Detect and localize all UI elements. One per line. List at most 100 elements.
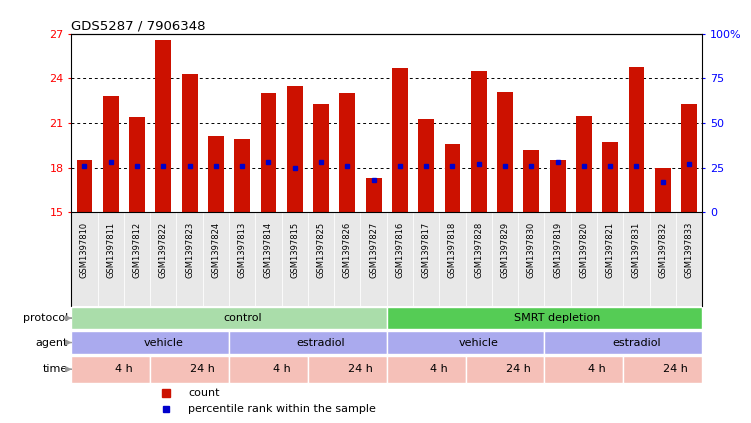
Bar (282, 212, 308, 306)
Text: GSM1397833: GSM1397833 (685, 222, 693, 278)
Bar (208, 136, 224, 212)
Bar (576, 115, 592, 212)
Text: GSM1397824: GSM1397824 (212, 222, 220, 277)
Text: 24 h: 24 h (348, 364, 373, 374)
Bar (71, 307, 387, 330)
Text: GSM1397832: GSM1397832 (659, 222, 667, 278)
Text: GSM1397829: GSM1397829 (501, 222, 509, 277)
Bar (124, 212, 150, 306)
Bar (71, 331, 229, 354)
Bar (544, 356, 623, 383)
Text: 24 h: 24 h (190, 364, 216, 374)
Text: 24 h: 24 h (663, 364, 689, 374)
Bar (360, 212, 387, 306)
Bar (234, 139, 250, 212)
Text: GSM1397825: GSM1397825 (317, 222, 325, 277)
Bar (492, 212, 518, 306)
Bar (150, 212, 176, 306)
Bar (471, 71, 487, 212)
Text: GSM1397818: GSM1397818 (448, 222, 457, 278)
Bar (308, 212, 334, 306)
Bar (308, 356, 387, 383)
Bar (544, 212, 571, 306)
Bar (150, 356, 229, 383)
Text: GSM1397820: GSM1397820 (580, 222, 588, 277)
Text: 4 h: 4 h (115, 364, 133, 374)
Text: GDS5287 / 7906348: GDS5287 / 7906348 (71, 20, 206, 33)
Text: 4 h: 4 h (430, 364, 448, 374)
Bar (445, 144, 460, 212)
Bar (313, 104, 329, 212)
Bar (629, 66, 644, 212)
Bar (387, 307, 702, 330)
Text: GSM1397822: GSM1397822 (159, 222, 167, 277)
Bar (466, 356, 544, 383)
Text: protocol: protocol (23, 313, 68, 323)
Text: GSM1397823: GSM1397823 (185, 222, 194, 278)
Text: GSM1397814: GSM1397814 (264, 222, 273, 277)
Bar (261, 93, 276, 212)
Text: GSM1397817: GSM1397817 (422, 222, 430, 278)
Bar (466, 212, 492, 306)
Bar (523, 150, 539, 212)
Bar (71, 356, 150, 383)
Bar (366, 178, 382, 212)
Bar (203, 212, 229, 306)
Text: time: time (43, 364, 68, 374)
Text: GSM1397813: GSM1397813 (238, 222, 246, 278)
Bar (623, 356, 702, 383)
Bar (339, 93, 355, 212)
Bar (77, 160, 92, 212)
Bar (676, 212, 702, 306)
Bar (439, 212, 466, 306)
Text: 24 h: 24 h (505, 364, 531, 374)
Text: GSM1397828: GSM1397828 (475, 222, 483, 278)
Text: GSM1397816: GSM1397816 (396, 222, 404, 278)
Bar (602, 142, 618, 212)
Text: GSM1397830: GSM1397830 (527, 222, 535, 278)
Bar (334, 212, 360, 306)
Text: estradiol: estradiol (297, 338, 345, 348)
Text: GSM1397810: GSM1397810 (80, 222, 89, 277)
Bar (229, 331, 387, 354)
Text: agent: agent (36, 338, 68, 348)
Text: GSM1397815: GSM1397815 (291, 222, 299, 277)
Bar (98, 212, 124, 306)
Bar (387, 331, 544, 354)
Text: GSM1397821: GSM1397821 (606, 222, 614, 277)
Bar (681, 104, 697, 212)
Bar (229, 212, 255, 306)
Bar (597, 212, 623, 306)
Text: GSM1397811: GSM1397811 (107, 222, 115, 277)
Bar (182, 74, 198, 212)
Bar (229, 356, 308, 383)
Text: GSM1397831: GSM1397831 (632, 222, 641, 278)
Bar (176, 212, 203, 306)
Bar (255, 212, 282, 306)
Text: 4 h: 4 h (588, 364, 606, 374)
Bar (392, 68, 408, 212)
Bar (387, 356, 466, 383)
Bar (518, 212, 544, 306)
Text: count: count (188, 388, 219, 398)
Bar (418, 118, 434, 212)
Text: SMRT depletion: SMRT depletion (514, 313, 601, 323)
Text: GSM1397827: GSM1397827 (369, 222, 378, 278)
Bar (655, 168, 671, 212)
Text: GSM1397819: GSM1397819 (553, 222, 562, 277)
Bar (497, 92, 513, 212)
Bar (71, 212, 98, 306)
Bar (103, 96, 119, 212)
Text: percentile rank within the sample: percentile rank within the sample (188, 404, 376, 415)
Text: control: control (223, 313, 261, 323)
Bar (129, 117, 145, 212)
Bar (155, 40, 171, 212)
Bar (287, 86, 303, 212)
Bar (544, 331, 702, 354)
Text: vehicle: vehicle (143, 338, 183, 348)
Bar (550, 160, 566, 212)
Text: GSM1397826: GSM1397826 (343, 222, 351, 278)
Bar (413, 212, 439, 306)
Text: 4 h: 4 h (273, 364, 291, 374)
Text: vehicle: vehicle (459, 338, 499, 348)
